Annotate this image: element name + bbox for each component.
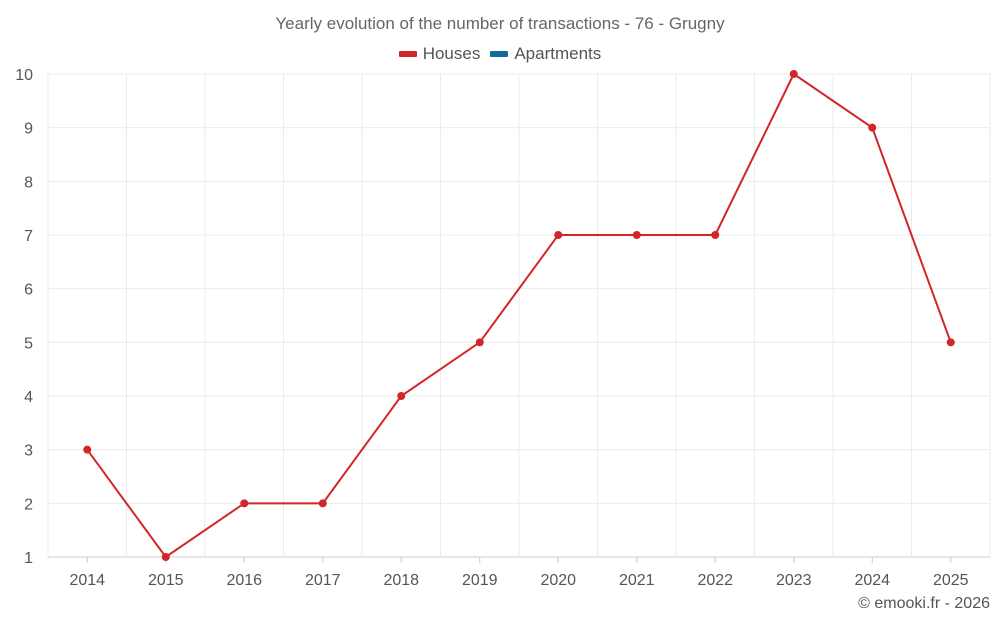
x-tick-label: 2021 [619,572,655,589]
y-tick-label: 3 [24,443,33,460]
data-point-houses [240,499,249,508]
x-tick-label: 2017 [305,572,341,589]
x-tick-label: 2019 [462,572,498,589]
series-line-houses [86,72,952,559]
data-point-houses [318,499,327,508]
data-point-houses [632,231,641,239]
data-point-houses [554,231,563,239]
copyright-text: © emooki.fr - 2026 [858,595,990,612]
data-point-houses [946,338,955,347]
y-tick-label: 4 [24,389,33,406]
data-point-houses [789,70,798,78]
legend-item-apartments[interactable]: Apartments [490,44,601,64]
x-tick-label: 2014 [69,572,105,589]
data-point-houses [711,231,720,239]
y-tick-label: 1 [24,550,33,567]
data-point-houses [868,123,877,132]
legend-label-apartments: Apartments [514,44,602,63]
y-tick-label: 8 [24,174,33,191]
x-tick-label: 2022 [697,572,733,589]
chart-title: Yearly evolution of the number of transa… [275,14,725,33]
x-tick-label: 2018 [383,572,419,589]
y-tick-label: 9 [24,121,33,138]
y-tick-label: 7 [24,228,33,245]
x-tick-label: 2016 [226,572,262,589]
data-point-houses [397,392,406,400]
x-tick-label: 2015 [148,572,184,589]
data-point-houses [83,445,92,454]
data-point-houses [161,553,170,561]
legend-label-houses: Houses [422,44,481,63]
y-tick-label: 6 [24,282,33,299]
legend: Houses Apartments [0,44,1000,64]
data-point-houses [475,338,484,347]
legend-item-houses[interactable]: Houses [398,44,481,64]
legend-swatch-apartments [490,51,509,57]
x-tick-label: 2025 [933,572,969,589]
y-tick-label: 10 [15,67,33,84]
x-tick-label: 2023 [776,572,812,589]
y-tick-label: 2 [24,496,33,513]
y-tick-label: 5 [24,335,33,352]
legend-swatch-houses [398,51,417,57]
x-tick-label: 2024 [854,572,890,589]
x-tick-label: 2020 [540,572,576,589]
